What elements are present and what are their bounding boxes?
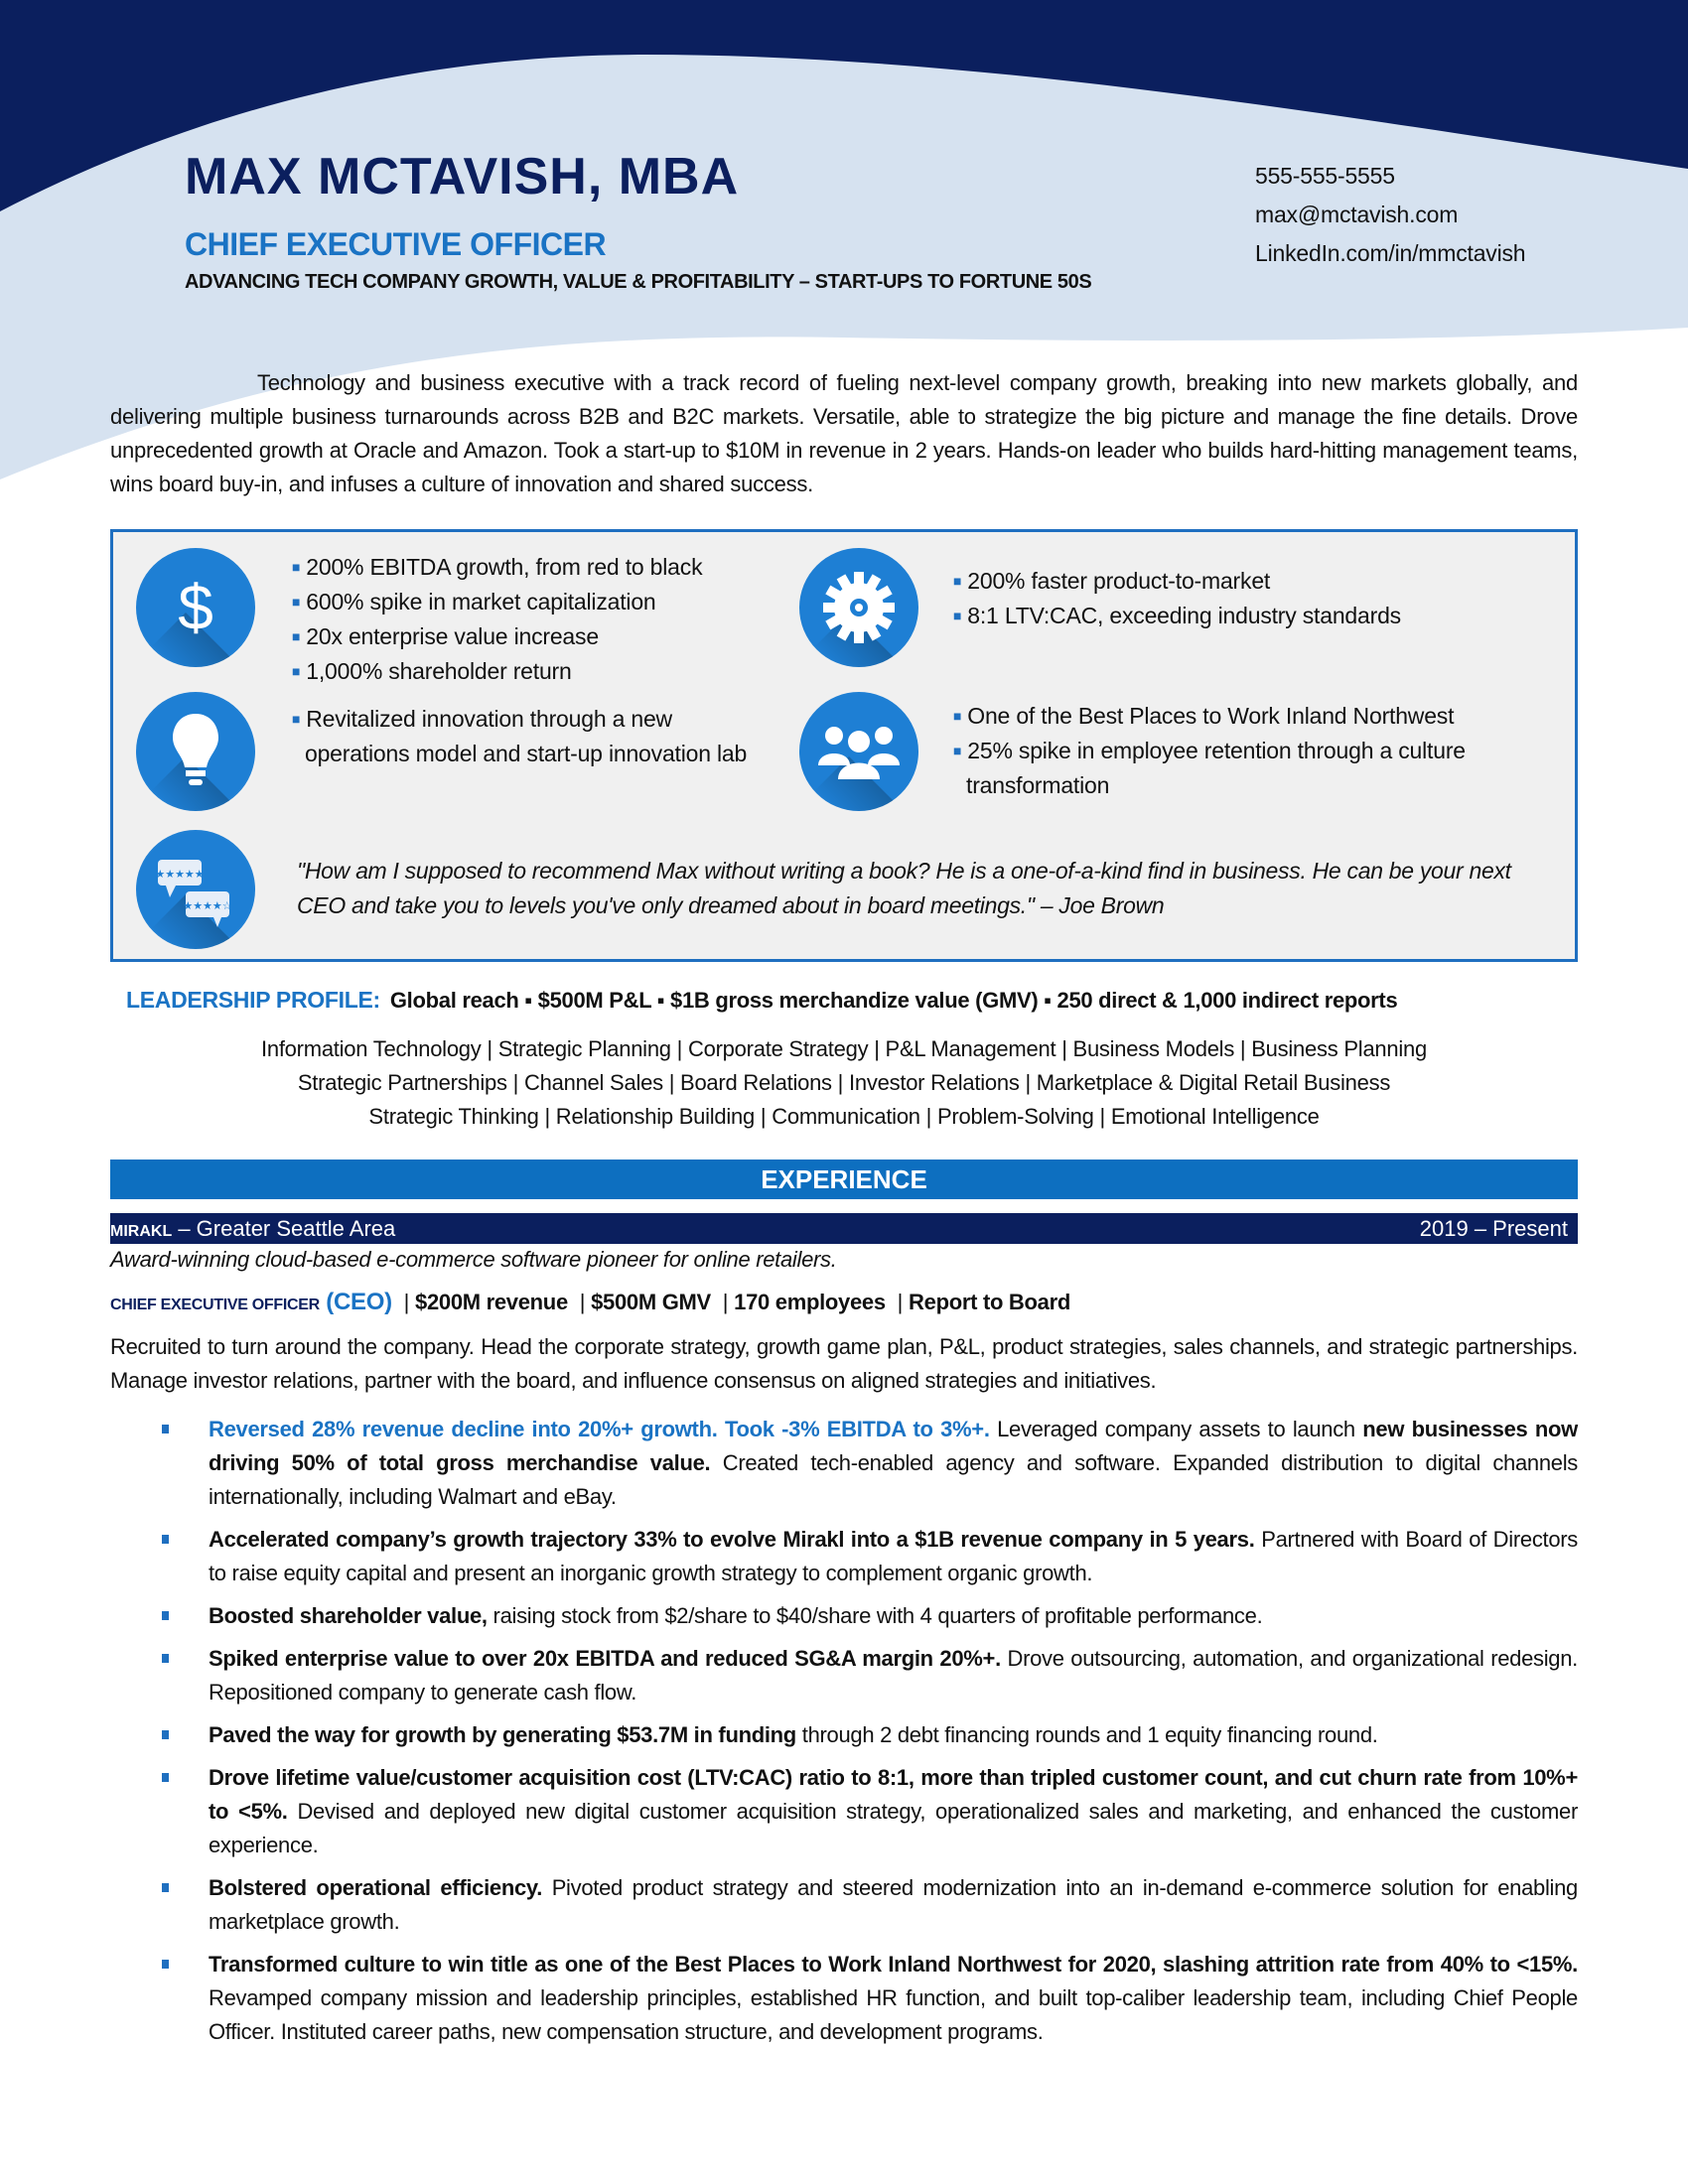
role-fact: 170 employees (734, 1290, 886, 1314)
achievement-item: Bolstered operational efficiency. Pivote… (110, 1871, 1578, 1939)
achievement-list: Reversed 28% revenue decline into 20%+ g… (110, 1413, 1578, 2058)
achievement-item: Boosted shareholder value, raising stock… (110, 1599, 1578, 1633)
highlights-finance: ■ 200% EBITDA growth, from red to black ■… (292, 550, 703, 689)
tagline: ADVANCING TECH COMPANY GROWTH, VALUE & P… (185, 271, 1092, 293)
role-overview: Recruited to turn around the company. He… (110, 1334, 1578, 1393)
navy-wave (0, 0, 1688, 211)
achievement-item: Spiked enterprise value to over 20x EBIT… (110, 1642, 1578, 1709)
achievement-item: Reversed 28% revenue decline into 20%+ g… (110, 1413, 1578, 1514)
skills-line: Strategic Thinking | Relationship Buildi… (368, 1104, 1320, 1129)
achievement-item: Drove lifetime value/customer acquisitio… (110, 1761, 1578, 1862)
achievement-item: Accelerated company’s growth trajectory … (110, 1523, 1578, 1590)
list-item: ■ 600% spike in market capitalization (292, 589, 656, 614)
role-fact: $500M GMV (591, 1290, 711, 1314)
leadership-profile: LEADERSHIP PROFILE: Global reach ▪ $500M … (126, 987, 1398, 1014)
list-item: ■ Revitalized innovation through a new op… (292, 706, 748, 766)
review-bubbles-icon: ★★★★★ ★★★★☆ (136, 830, 255, 949)
team-icon (799, 692, 918, 811)
skills-list: Information Technology | Strategic Plann… (110, 1032, 1578, 1134)
summary: Technology and business executive with a… (110, 370, 1578, 496)
dollar-icon: $ (136, 548, 255, 667)
candidate-name: MAX MCTAVISH, MBA (185, 148, 740, 205)
list-item: ■ 1,000% shareholder return (292, 658, 572, 684)
list-item: ■ 20x enterprise value increase (292, 623, 599, 649)
lightbulb-icon (136, 692, 255, 811)
achievement-item: Paved the way for growth by generating $… (110, 1718, 1578, 1752)
list-item: ■ 200% EBITDA growth, from red to black (292, 554, 703, 580)
highlights-operations: ■ 200% faster product-to-market ■ 8:1 LTV:… (953, 564, 1401, 633)
role-line: CHIEF EXECUTIVE OFFICER (CEO) | $200M rev… (110, 1289, 1070, 1315)
header-wave-background (0, 0, 1688, 479)
list-item: ■ 8:1 LTV:CAC, exceeding industry standar… (953, 603, 1401, 628)
svg-text:★★★★★: ★★★★★ (156, 869, 205, 881)
contact-info: 555-555-5555 max@mctavish.com LinkedIn.c… (1255, 157, 1526, 273)
job-dates: 2019 – Present (1419, 1216, 1568, 1241)
list-item: ■ 200% faster product-to-market (953, 568, 1271, 594)
email-link[interactable]: max@mctavish.com (1255, 202, 1459, 227)
linkedin-link[interactable]: LinkedIn.com/in/mmctavish (1255, 240, 1526, 266)
highlights-innovation: ■ Revitalized innovation through a new op… (292, 702, 759, 771)
list-item: ■ 25% spike in employee retention through… (953, 738, 1466, 798)
role-title: CHIEF EXECUTIVE OFFICER (110, 1297, 320, 1313)
experience-heading: EXPERIENCE (110, 1160, 1578, 1199)
light-wave (0, 0, 1688, 479)
leadership-label: LEADERSHIP PROFILE: (126, 987, 380, 1013)
svg-text:★★★★☆: ★★★★☆ (183, 900, 231, 912)
job-header: MIRAKL – Greater Seattle Area 2019 – Pre… (110, 1213, 1578, 1244)
role-fact: Report to Board (909, 1290, 1070, 1314)
phone: 555-555-5555 (1255, 163, 1395, 189)
list-item: ■ One of the Best Places to Work Inland N… (953, 703, 1455, 729)
achievement-item: Transformed culture to win title as one … (110, 1948, 1578, 2049)
skills-line: Strategic Partnerships | Channel Sales |… (297, 1070, 1391, 1095)
job-location: – Greater Seattle Area (172, 1216, 396, 1241)
role-fact: $200M revenue (415, 1290, 568, 1314)
company-description: Award-winning cloud-based e-commerce sof… (110, 1247, 837, 1272)
skills-line: Information Technology | Strategic Plann… (260, 1036, 1428, 1061)
highlights-culture: ■ One of the Best Places to Work Inland N… (953, 699, 1559, 803)
testimonial-quote: "How am I supposed to recommend Max with… (297, 858, 1511, 918)
leadership-text: Global reach ▪ $500M P&L ▪ $1B gross mer… (389, 988, 1398, 1013)
company-name: MIRAKL (110, 1223, 173, 1240)
candidate-title: CHIEF EXECUTIVE OFFICER (185, 226, 607, 262)
gear-icon (799, 548, 918, 667)
